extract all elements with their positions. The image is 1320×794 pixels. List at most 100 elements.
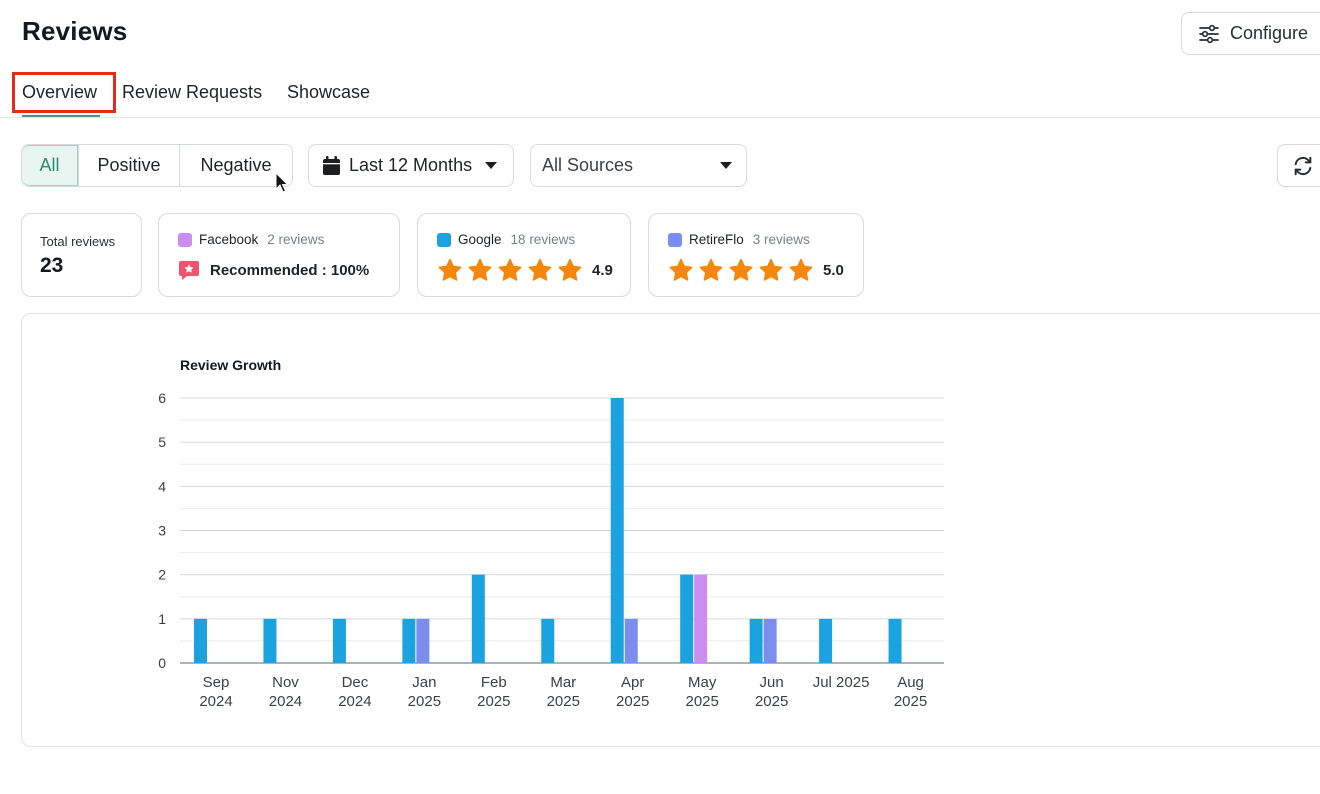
source-name: RetireFlo — [689, 232, 744, 247]
y-tick-label: 1 — [158, 611, 166, 627]
chart-title: Review Growth — [180, 357, 281, 373]
x-tick-label: 2024 — [338, 693, 371, 710]
mouse-cursor-icon — [275, 172, 289, 193]
tab-review-requests[interactable]: Review Requests — [122, 82, 263, 102]
bar-google — [471, 574, 485, 663]
y-tick-label: 3 — [158, 523, 166, 539]
tab-bar: Overview Review Requests Showcase — [0, 72, 1320, 118]
bar-retireflo — [624, 618, 638, 663]
retireflo-card: RetireFlo 3 reviews 5.0 — [648, 213, 864, 297]
x-tick-label: 2025 — [408, 693, 441, 710]
source-name: Facebook — [199, 232, 259, 247]
bar-google — [749, 618, 763, 663]
x-tick-label: Mar — [550, 674, 576, 691]
x-tick-label: 2025 — [755, 693, 788, 710]
refresh-icon — [1294, 156, 1312, 175]
refresh-button[interactable] — [1277, 144, 1320, 187]
active-tab-indicator — [22, 115, 100, 117]
x-tick-label: 2025 — [894, 693, 927, 710]
star-icon — [498, 258, 522, 281]
google-stars: 4.9 — [437, 258, 613, 283]
tab-showcase[interactable]: Showcase — [287, 82, 371, 102]
google-swatch — [437, 232, 451, 247]
x-tick-label: 2024 — [269, 693, 302, 710]
filter-positive-button[interactable]: Positive — [78, 145, 179, 186]
star-icon — [528, 258, 552, 281]
review-growth-chart: Review Growth 0 1 2 3 4 5 6 Sep 2024 Nov 2024 Dec 202… — [158, 357, 944, 710]
facebook-card: Facebook 2 reviews Recommended : 100% — [158, 213, 400, 297]
y-tick-label: 6 — [158, 390, 166, 406]
total-reviews-value: 23 — [40, 254, 64, 277]
date-range-dropdown[interactable]: Last 12 Months — [308, 144, 514, 187]
recommended-text: Recommended : 100% — [210, 262, 370, 279]
star-icon — [468, 258, 492, 281]
page-title: Reviews — [22, 16, 128, 46]
bar-google — [680, 574, 694, 663]
google-rating: 4.9 — [592, 262, 613, 279]
x-tick-label: 2025 — [547, 693, 580, 710]
facebook-swatch — [178, 232, 192, 247]
star-icon — [699, 258, 723, 281]
x-tick-label: Aug — [897, 674, 924, 691]
x-tick-label: Jul 2025 — [813, 674, 870, 691]
x-tick-label: 2025 — [616, 693, 649, 710]
x-tick-label: 2025 — [685, 693, 718, 710]
chevron-down-icon — [720, 162, 732, 169]
bar-google — [402, 618, 416, 663]
y-tick-label: 0 — [158, 655, 166, 671]
calendar-icon — [323, 156, 340, 175]
x-tick-label: 2024 — [199, 693, 232, 710]
x-tick-label: Nov — [272, 674, 299, 691]
bar-google — [819, 618, 833, 663]
retireflo-stars: 5.0 — [668, 258, 844, 283]
recommend-badge-icon — [179, 261, 199, 280]
bar-google — [263, 618, 277, 663]
bar-google — [332, 618, 346, 663]
x-tick-label: Apr — [621, 674, 644, 691]
bar-google — [194, 618, 207, 663]
star-icon — [759, 258, 783, 281]
configure-label: Configure — [1230, 23, 1309, 43]
star-icon — [789, 258, 813, 281]
bar-google — [888, 618, 902, 663]
star-icon — [729, 258, 753, 281]
source-count: 2 reviews — [267, 232, 325, 247]
chevron-down-icon — [485, 162, 497, 169]
google-card: Google 18 reviews 4.9 — [417, 213, 631, 297]
retireflo-rating: 5.0 — [823, 262, 844, 279]
x-tick-label: 2025 — [477, 693, 510, 710]
source-count: 18 reviews — [510, 232, 576, 247]
tab-overview[interactable]: Overview — [22, 82, 98, 102]
x-tick-label: Jun — [760, 674, 784, 691]
retireflo-swatch — [668, 232, 682, 247]
x-tick-label: Jan — [412, 674, 436, 691]
sliders-icon — [1199, 24, 1219, 43]
review-growth-panel: Review Growth 0 1 2 3 4 5 6 Sep 2024 Nov 2024 Dec 202… — [21, 313, 1320, 747]
y-tick-label: 2 — [158, 567, 166, 583]
total-reviews-label: Total reviews — [40, 234, 116, 249]
x-tick-label: Dec — [342, 674, 369, 691]
bar-retireflo — [416, 618, 430, 663]
bar-google — [541, 618, 555, 663]
date-range-value: Last 12 Months — [349, 155, 473, 175]
bar-google — [610, 398, 624, 663]
source-count: 3 reviews — [752, 232, 810, 247]
bar-facebook — [694, 574, 708, 663]
x-tick-label: Feb — [481, 674, 507, 691]
source-value: All Sources — [542, 155, 634, 175]
y-tick-label: 4 — [158, 478, 166, 494]
total-reviews-card: Total reviews 23 — [21, 213, 142, 297]
star-icon — [438, 258, 462, 281]
x-tick-label: Sep — [203, 674, 230, 691]
y-tick-label: 5 — [158, 434, 166, 450]
source-name: Google — [458, 232, 502, 247]
filter-negative-button[interactable]: Negative — [179, 145, 292, 186]
bar-retireflo — [763, 618, 777, 663]
star-partial-icon — [558, 258, 582, 281]
filter-all-button[interactable]: All — [22, 145, 78, 186]
sentiment-filter: All Positive Negative — [21, 144, 293, 187]
configure-button[interactable]: Configure — [1181, 12, 1320, 55]
source-dropdown[interactable]: All Sources — [530, 144, 747, 187]
star-icon — [669, 258, 693, 281]
x-tick-label: May — [688, 674, 717, 691]
